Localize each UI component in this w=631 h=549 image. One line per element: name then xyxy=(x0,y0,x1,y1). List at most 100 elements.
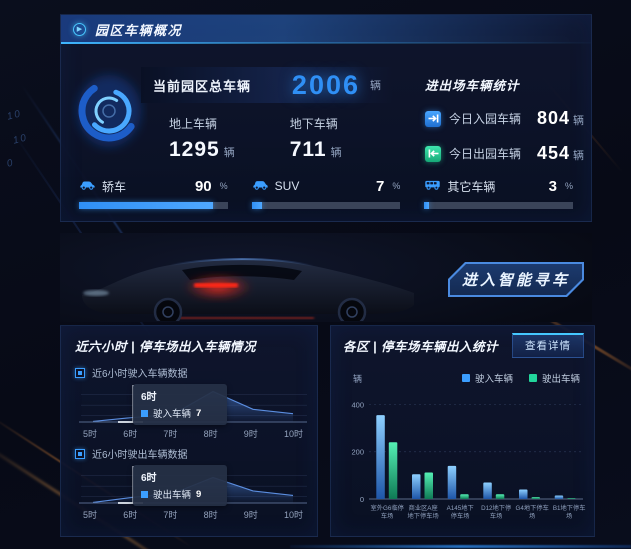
bus-icon xyxy=(424,177,441,195)
inflow-chart-header: 近6小时驶入车辆数据 xyxy=(75,365,305,380)
view-details-button[interactable]: 查看详情 xyxy=(512,333,584,358)
inflow-chart-subtitle: 近6小时驶入车辆数据 xyxy=(92,369,188,380)
legend-item-outflow[interactable]: 驶出车辆 xyxy=(528,371,580,385)
y-axis-unit-label: 辆 xyxy=(353,373,363,384)
sedan-label: 轿车 xyxy=(102,179,127,194)
today-in-unit: 辆 xyxy=(573,115,585,127)
other-progress-fill xyxy=(424,202,429,209)
zone-tick-label: D12地下停 车场 xyxy=(481,505,512,520)
hourly-panel-title: 近六小时 | 停车场出入车辆情况 xyxy=(75,340,256,354)
other-vehicles-percent: 3 xyxy=(548,177,557,195)
sedan-progress-track xyxy=(79,202,228,209)
overview-panel-header: ▶ 园区车辆概况 xyxy=(61,15,591,44)
exit-park-icon xyxy=(425,145,441,162)
x-tick-label: 6时 xyxy=(123,429,138,439)
square-dot-icon xyxy=(75,367,85,378)
suv-percent-unit: % xyxy=(392,181,401,191)
above-ground-value: 1295 xyxy=(169,138,220,161)
smart-find-car-button[interactable]: 进入智能寻车 xyxy=(448,262,584,297)
below-ground-unit: 辆 xyxy=(330,147,343,159)
outflow-tooltip-series: 驶出车辆 xyxy=(153,490,192,501)
ground-stats: 地上车辆 1295 辆 地下车辆 711 辆 xyxy=(169,115,429,162)
suv-percent: 7 xyxy=(375,177,385,195)
sedan-icon xyxy=(79,177,96,195)
decor-digit: 0 xyxy=(5,157,16,170)
outflow-legend-label: 驶出车辆 xyxy=(541,374,580,385)
y-tick-label: 400 xyxy=(351,400,364,409)
x-tick-label: 10时 xyxy=(283,510,303,520)
hourly-panel: 近六小时 | 停车场出入车辆情况 近6小时驶入车辆数据 6时 驶入车辆 7 xyxy=(60,325,318,537)
y-tick-label: 0 xyxy=(360,495,364,504)
x-tick-label: 7时 xyxy=(163,429,178,439)
x-tick-label: 5时 xyxy=(83,510,98,520)
zone-x-axis: 室外G6临停 车场 商业区A座 地下停车场 A145地下 停车场 D12地下停 车场 G4地下停… xyxy=(369,505,587,521)
total-vehicles-unit: 辆 xyxy=(370,80,381,92)
x-tick-label: 10时 xyxy=(283,429,303,439)
zone-tick-label: G4地下停车场 xyxy=(515,505,550,520)
inout-stats-title: 进出场车辆统计 xyxy=(425,79,520,93)
series-color-swatch xyxy=(141,490,148,498)
total-vehicles-strip: 当前园区总车辆 2006 辆 xyxy=(141,67,393,103)
suv-label: SUV xyxy=(274,179,300,193)
total-vehicles-label: 当前园区总车辆 xyxy=(153,78,252,94)
suv-bar-col: SUV 7 % xyxy=(251,177,401,209)
today-in-row: 今日入园车辆 804 辆 xyxy=(425,108,585,129)
inout-stats: 进出场车辆统计 今日入园车辆 804 辆 今日出园车辆 454 辆 xyxy=(425,75,585,178)
vehicle-type-bars: 轿车 90 % SUV 7 % 其它车辆 3 xyxy=(79,177,574,209)
suv-progress-fill xyxy=(251,202,263,209)
zones-panel: 各区 | 停车场车辆出入统计 查看详情 辆 驶入车辆 驶出车辆 xyxy=(330,325,595,537)
x-tick-label: 8时 xyxy=(203,510,218,520)
other-bar-col: 其它车辆 3 % xyxy=(424,177,574,209)
inflow-legend-label: 驶入车辆 xyxy=(474,374,513,385)
outflow-x-axis: 5时 6时 7时 8时 9时 10时 xyxy=(77,507,309,521)
inflow-tooltip: 6时 驶入车辆 7 xyxy=(133,384,227,425)
sedan-percent: 90 xyxy=(194,177,212,195)
enter-park-icon xyxy=(425,110,441,127)
vehicle-glow-swirl-icon xyxy=(65,61,153,161)
other-vehicles-label: 其它车辆 xyxy=(447,179,496,194)
today-out-row: 今日出园车辆 454 辆 xyxy=(425,143,585,164)
above-ground-label: 地上车辆 xyxy=(169,117,218,131)
inflow-tooltip-value: 7 xyxy=(196,407,202,419)
above-ground-stat: 地上车辆 1295 辆 xyxy=(169,115,236,162)
decor-digit: 10 xyxy=(5,108,24,123)
sedan-bar-col: 轿车 90 % xyxy=(79,177,228,209)
inflow-line-chart[interactable]: 6时 驶入车辆 7 xyxy=(77,384,309,426)
x-tick-label: 9时 xyxy=(243,510,258,520)
decor-digit: 10 xyxy=(11,132,30,147)
outflow-line-chart[interactable]: 6时 驶出车辆 9 xyxy=(77,465,309,507)
outflow-tooltip: 6时 驶出车辆 9 xyxy=(133,465,227,506)
outflow-chart-subtitle: 近6小时驶出车辆数据 xyxy=(92,450,188,461)
other-vehicles-percent-unit: % xyxy=(565,181,574,191)
above-ground-unit: 辆 xyxy=(223,147,236,159)
today-in-label: 今日入园车辆 xyxy=(449,112,522,126)
today-out-value: 454 xyxy=(536,143,570,163)
zone-tick-label: B1地下停车场 xyxy=(552,505,586,520)
suv-progress-track xyxy=(251,202,401,209)
outflow-tooltip-time: 6时 xyxy=(141,473,157,484)
x-tick-label: 6时 xyxy=(123,510,138,520)
zone-bar-chart[interactable]: 0 200 400 xyxy=(343,387,587,505)
other-progress-track xyxy=(424,202,574,209)
overview-panel-title: 园区车辆概况 xyxy=(95,22,183,38)
zone-tick-label: A145地下 停车场 xyxy=(446,505,474,520)
today-in-value: 804 xyxy=(536,108,570,128)
sedan-percent-unit: % xyxy=(219,181,228,191)
inflow-x-axis: 5时 6时 7时 8时 9时 10时 xyxy=(77,426,309,440)
overview-panel: ▶ 园区车辆概况 当前园区总车辆 2006 辆 xyxy=(60,14,592,222)
play-arrow-icon: ▶ xyxy=(73,22,86,36)
inflow-tooltip-time: 6时 xyxy=(141,392,157,403)
x-tick-label: 7时 xyxy=(163,510,178,520)
square-dot-icon xyxy=(75,448,85,459)
inflow-legend-swatch xyxy=(461,374,470,382)
inflow-tooltip-series: 驶入车辆 xyxy=(153,409,192,420)
zone-tick-label: 室外G6临停 车场 xyxy=(370,505,404,520)
total-vehicles-value: 2006 xyxy=(291,69,360,100)
today-out-label: 今日出园车辆 xyxy=(449,147,522,161)
smart-find-car-button-label: 进入智能寻车 xyxy=(450,264,582,295)
y-tick-label: 200 xyxy=(351,448,364,457)
outflow-chart-header: 近6小时驶出车辆数据 xyxy=(75,446,305,461)
outflow-tooltip-value: 9 xyxy=(196,488,202,500)
zones-panel-title: 各区 | 停车场车辆出入统计 xyxy=(343,340,498,354)
legend-item-inflow[interactable]: 驶入车辆 xyxy=(461,371,513,385)
